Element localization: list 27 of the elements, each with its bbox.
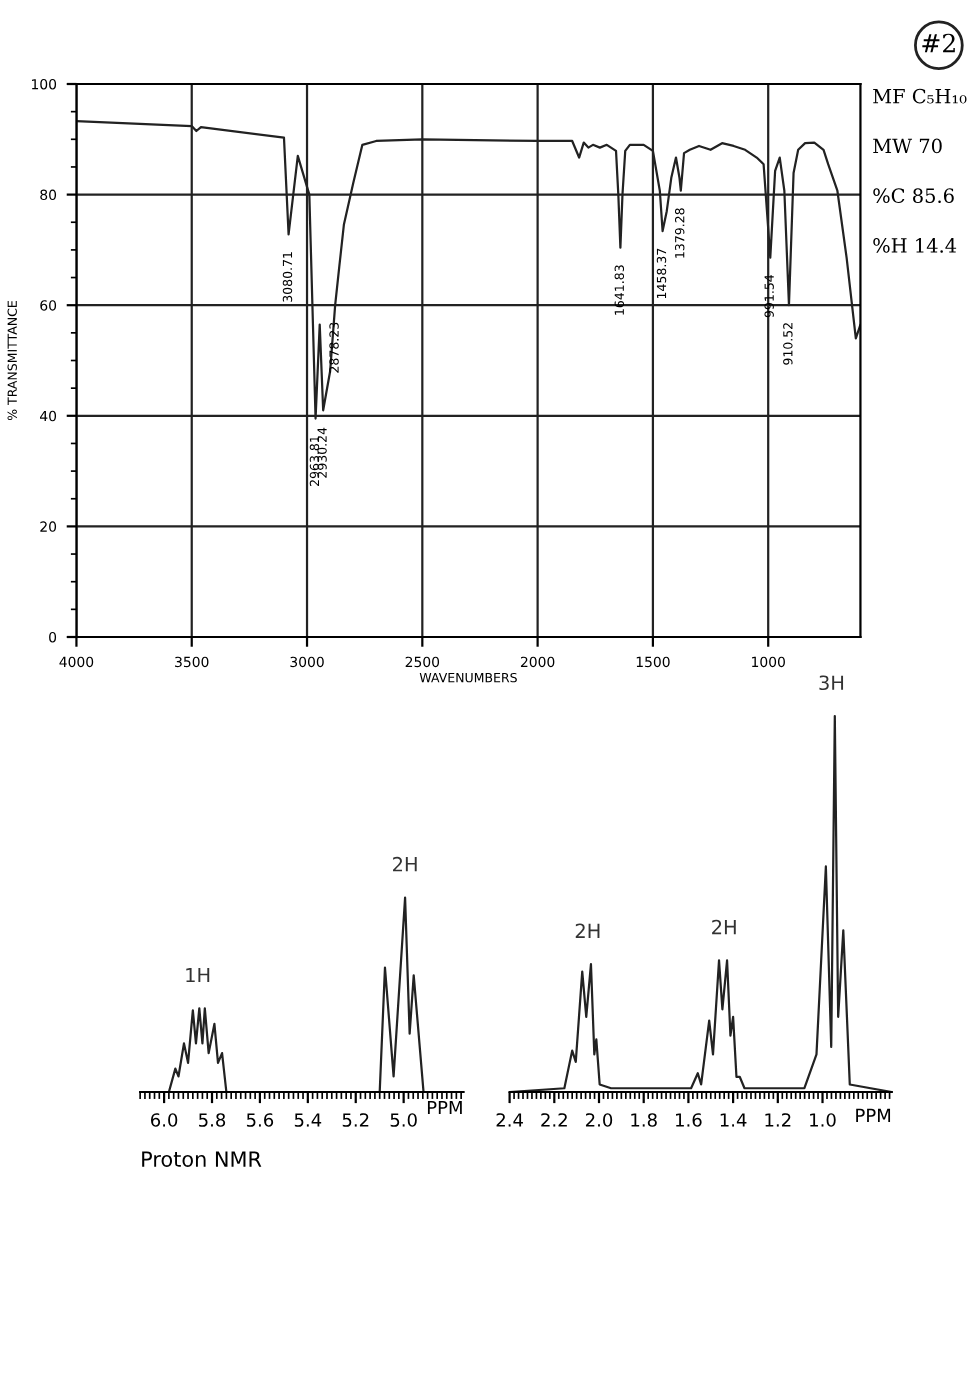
x-tick-label: 1.2: [765, 1113, 791, 1127]
x-tick-label: 1.6: [676, 1113, 702, 1127]
annotation: 2H: [712, 919, 736, 935]
annotation: 1H: [186, 967, 210, 983]
x-tick-label: 1.8: [631, 1113, 657, 1127]
x-tick-label: 5.0: [390, 1113, 417, 1127]
text: %H 14.4: [873, 238, 957, 253]
text: Proton NMR: [142, 1151, 262, 1167]
text: #2: [922, 33, 955, 53]
x-axis-title: PPM: [427, 1100, 462, 1115]
x-axis-title: PPM: [856, 1108, 891, 1122]
text: %C 85.6: [873, 188, 954, 204]
x-tick-label: 5.8: [199, 1113, 226, 1127]
x-tick-label: 1.0: [810, 1113, 836, 1127]
text: MW 70: [873, 138, 942, 154]
annotation: 2H: [393, 856, 417, 872]
annotation: 3H: [819, 675, 844, 691]
x-tick-label: 5.2: [342, 1113, 369, 1127]
x-tick-label: 6.0: [151, 1113, 178, 1127]
text: MF C₅H₁₀: [873, 88, 967, 104]
x-tick-label: 2.2: [541, 1113, 567, 1127]
x-tick-label: 1.4: [720, 1113, 747, 1127]
x-tick-label: 2.4: [496, 1113, 523, 1127]
x-tick-label: 2.0: [585, 1113, 613, 1127]
x-tick-label: 5.4: [294, 1113, 322, 1127]
x-tick-label: 5.6: [246, 1113, 274, 1127]
annotation: 2H: [575, 923, 600, 938]
